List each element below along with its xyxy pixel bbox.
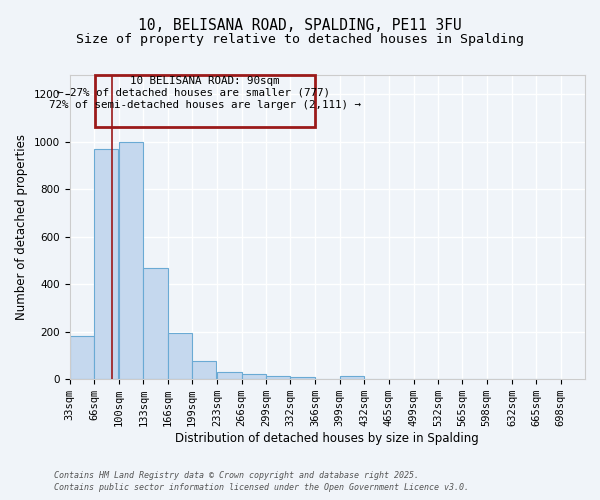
- Text: ← 27% of detached houses are smaller (777): ← 27% of detached houses are smaller (77…: [58, 88, 331, 98]
- Text: Contains HM Land Registry data © Crown copyright and database right 2025.: Contains HM Land Registry data © Crown c…: [54, 471, 419, 480]
- Text: 10, BELISANA ROAD, SPALDING, PE11 3FU: 10, BELISANA ROAD, SPALDING, PE11 3FU: [138, 18, 462, 32]
- Bar: [70, 336, 94, 379]
- Bar: [290, 378, 315, 379]
- Bar: [266, 376, 290, 379]
- Bar: [119, 142, 143, 379]
- Bar: [242, 374, 266, 379]
- Bar: [168, 333, 192, 379]
- Text: Contains public sector information licensed under the Open Government Licence v3: Contains public sector information licen…: [54, 484, 469, 492]
- X-axis label: Distribution of detached houses by size in Spalding: Distribution of detached houses by size …: [175, 432, 479, 445]
- Bar: [192, 362, 217, 379]
- Bar: [340, 376, 364, 379]
- Text: 72% of semi-detached houses are larger (2,111) →: 72% of semi-detached houses are larger (…: [49, 100, 361, 110]
- Bar: [94, 148, 118, 379]
- Text: 10 BELISANA ROAD: 90sqm: 10 BELISANA ROAD: 90sqm: [130, 76, 280, 86]
- Text: Size of property relative to detached houses in Spalding: Size of property relative to detached ho…: [76, 32, 524, 46]
- Bar: [143, 268, 168, 379]
- Bar: [217, 372, 242, 379]
- Y-axis label: Number of detached properties: Number of detached properties: [15, 134, 28, 320]
